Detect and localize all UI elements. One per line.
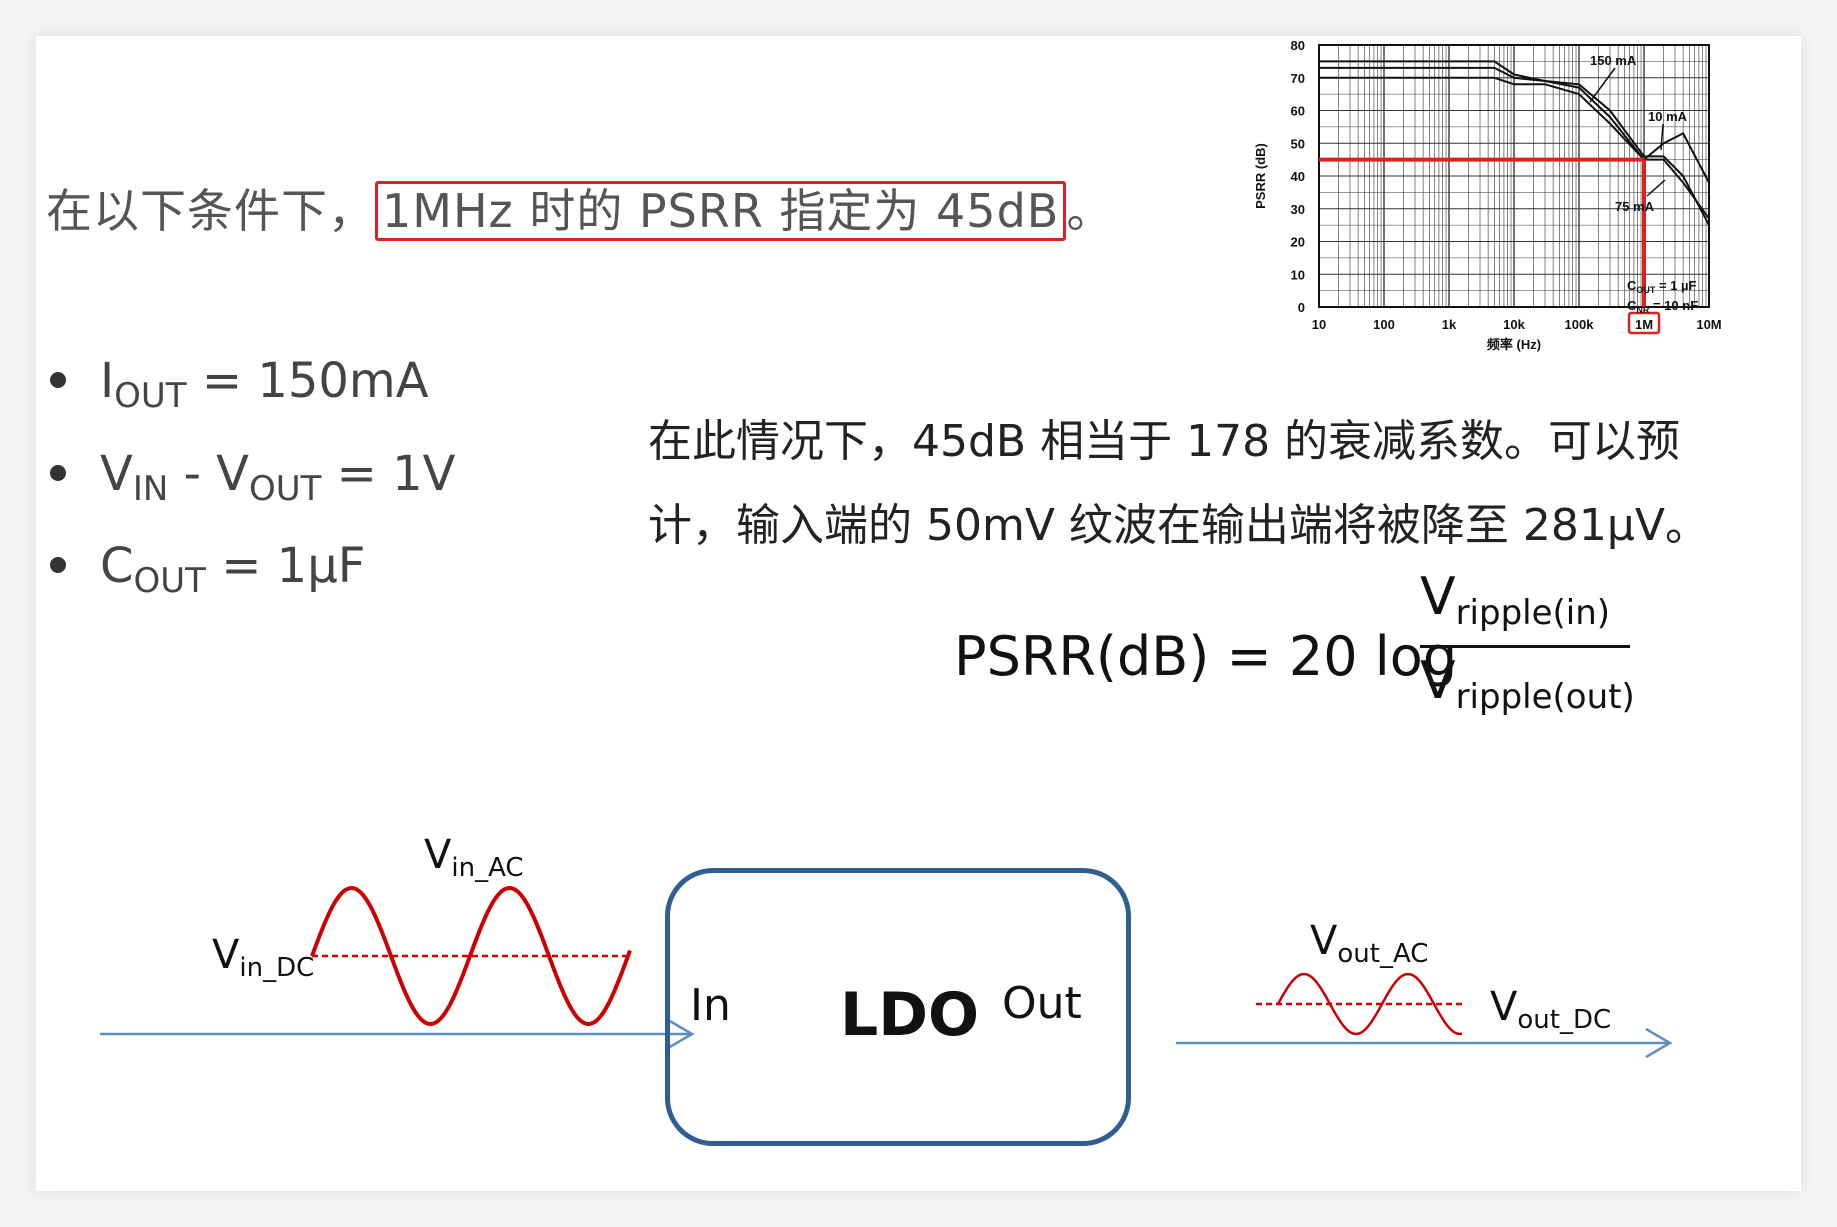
annotation-cout: COUT = 1 µF: [1627, 278, 1697, 295]
fraction-bar: [1420, 645, 1630, 648]
y-tick-label: 20: [1291, 235, 1305, 250]
x-tick-label: 10: [1312, 317, 1326, 332]
marker-tick-box: [1627, 311, 1661, 335]
output-arrow-icon: [1645, 1027, 1673, 1059]
plot-frame: [1318, 44, 1710, 308]
x-tick-label: 1k: [1442, 317, 1457, 332]
y-tick-label: 0: [1298, 300, 1305, 315]
y-tick-label: 50: [1291, 136, 1305, 151]
annotation-pointer: [1589, 67, 1616, 103]
intro-suffix: 。: [1066, 184, 1114, 238]
annotation-75ma: 75 mA: [1615, 199, 1655, 214]
x-tick-label: 100: [1373, 317, 1395, 332]
vin-ac-label: Vin_AC: [424, 832, 524, 883]
vout-dc-label: Vout_DC: [1490, 984, 1612, 1035]
ldo-out-label: Out: [1002, 978, 1082, 1029]
intro-highlight-box: 1MHz 时的 PSRR 指定为 45dB: [375, 181, 1067, 241]
series-line-150-mA: [1319, 60, 1710, 226]
x-tick-label: 1M: [1635, 317, 1653, 332]
y-tick-label: 30: [1291, 202, 1305, 217]
x-tick-label: 100k: [1565, 317, 1595, 332]
annotation-150ma: 150 mA: [1590, 53, 1637, 68]
series-line-10-mA: [1319, 66, 1710, 184]
psrr-formula: PSRR(dB) = 20 log Vripple(in) Vripple(ou…: [954, 567, 1635, 717]
bullet-dot: [50, 465, 66, 481]
vin-dc-label: Vin_DC: [212, 932, 315, 983]
intro-sentence: 在以下条件下， 1MHz 时的 PSRR 指定为 45dB。: [46, 175, 1113, 241]
annotation-pointer: [1646, 179, 1666, 197]
content-card: [36, 36, 1801, 1191]
input-arrow-icon: [667, 1018, 695, 1050]
y-axis-label: PSRR (dB): [1253, 143, 1268, 209]
y-tick-label: 70: [1291, 71, 1305, 86]
intro-prefix: 在以下条件下，: [46, 184, 375, 238]
y-tick-label: 10: [1291, 267, 1305, 282]
formula-numerator: Vripple(in): [1420, 567, 1611, 633]
x-axis-label: 频率 (Hz): [1487, 337, 1541, 352]
psrr-chart: 0 10 20 30 40 50 60 70 80 10 100 1k 10k 100k 1M 10M 频率 (…: [1253, 38, 1722, 352]
annotation-10ma: 10 mA: [1648, 109, 1688, 124]
y-tick-label: 40: [1291, 169, 1305, 184]
y-tick-label: 60: [1291, 104, 1305, 119]
series-line-75-mA: [1319, 76, 1710, 220]
x-tick-label: 10k: [1503, 317, 1525, 332]
y-tick-label: 80: [1291, 38, 1305, 53]
x-tick-label: 10M: [1696, 317, 1721, 332]
vin-ac-sine-wave: [310, 885, 632, 1027]
annotation-pointer: [1660, 123, 1664, 151]
vout-ac-sine-wave: [1276, 972, 1463, 1036]
condition-cout: COUT = 1µF: [50, 538, 365, 601]
ldo-title: LDO: [840, 980, 980, 1050]
bullet-dot: [50, 557, 66, 573]
formula-lhs: PSRR(dB) = 20 log: [954, 625, 1458, 688]
vout-ac-label: Vout_AC: [1310, 918, 1429, 969]
formula-denominator: Vripple(out): [1420, 651, 1635, 717]
condition-iout: IOUT = 150mA: [50, 353, 429, 416]
ldo-in-label: In: [690, 980, 731, 1031]
bullet-dot: [50, 372, 66, 388]
condition-vin-vout: VIN - VOUT = 1V: [50, 446, 456, 509]
explanation-text: 在此情况下，45dB 相当于 178 的衰减系数。可以预计，输入端的 50mV …: [648, 416, 1709, 551]
ldo-block: [665, 868, 1131, 1146]
